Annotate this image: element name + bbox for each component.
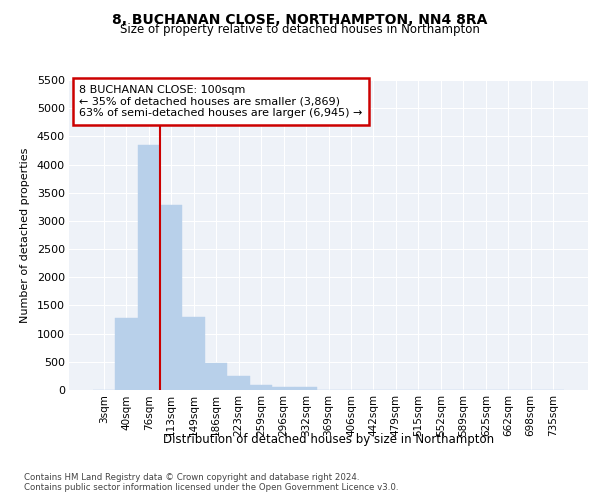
Bar — [272, 386, 295, 390]
Bar — [295, 387, 317, 390]
Text: Distribution of detached houses by size in Northampton: Distribution of detached houses by size … — [163, 432, 494, 446]
Bar — [137, 146, 160, 390]
Text: 8, BUCHANAN CLOSE, NORTHAMPTON, NN4 8RA: 8, BUCHANAN CLOSE, NORTHAMPTON, NN4 8RA — [112, 12, 488, 26]
Y-axis label: Number of detached properties: Number of detached properties — [20, 148, 30, 322]
Bar — [115, 318, 137, 390]
Text: Contains public sector information licensed under the Open Government Licence v3: Contains public sector information licen… — [24, 484, 398, 492]
Bar — [227, 376, 250, 390]
Text: Size of property relative to detached houses in Northampton: Size of property relative to detached ho… — [120, 22, 480, 36]
Bar — [250, 385, 272, 390]
Bar — [160, 205, 182, 390]
Text: 8 BUCHANAN CLOSE: 100sqm
← 35% of detached houses are smaller (3,869)
63% of sem: 8 BUCHANAN CLOSE: 100sqm ← 35% of detach… — [79, 84, 363, 118]
Bar — [205, 363, 227, 390]
Bar — [182, 318, 205, 390]
Text: Contains HM Land Registry data © Crown copyright and database right 2024.: Contains HM Land Registry data © Crown c… — [24, 472, 359, 482]
